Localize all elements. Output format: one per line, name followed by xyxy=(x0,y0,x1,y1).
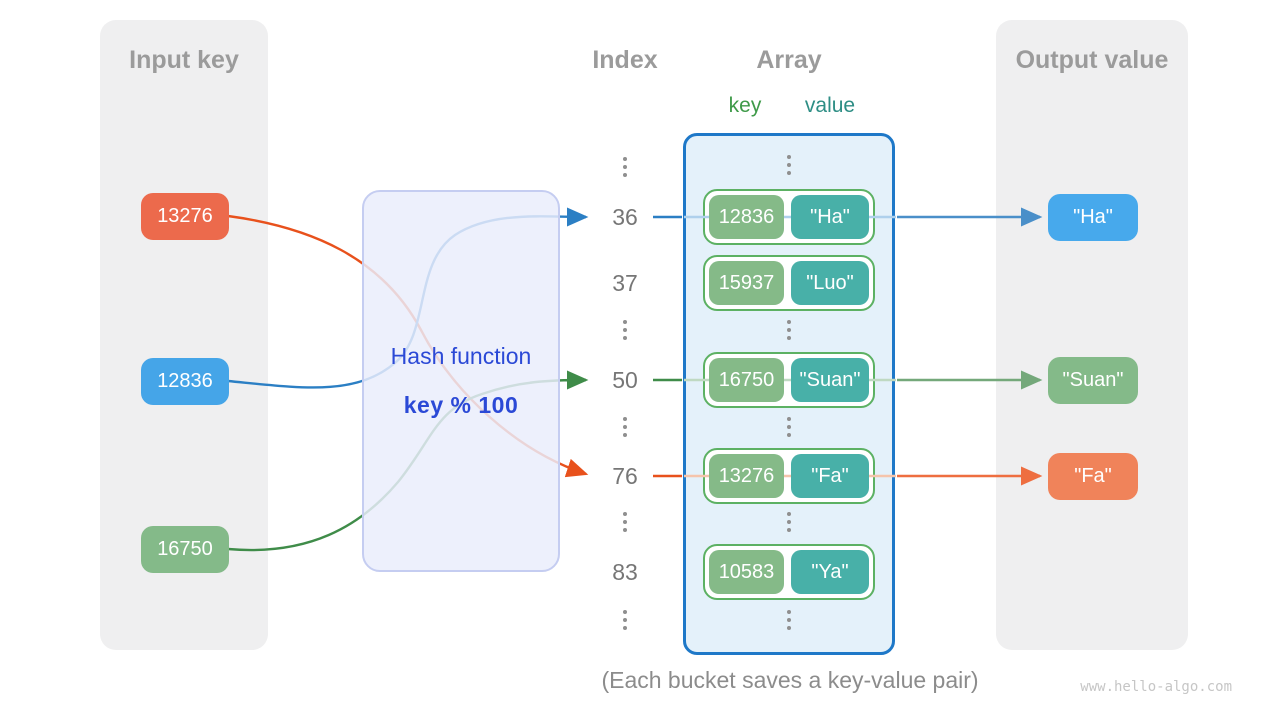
bucket-value: "Suan" xyxy=(791,358,869,402)
input-key-12836: 12836 xyxy=(141,358,229,405)
bucket-key: 13276 xyxy=(709,454,784,498)
bucket-row-83: 10583 "Ya" xyxy=(703,544,875,600)
ellipsis-icon xyxy=(759,610,819,630)
ellipsis-icon xyxy=(595,320,655,340)
output-panel-title: Output value xyxy=(1015,46,1169,74)
input-panel-title: Input key xyxy=(129,46,239,74)
ellipsis-icon xyxy=(595,417,655,437)
ellipsis-icon xyxy=(595,610,655,630)
bucket-value: "Ha" xyxy=(791,195,869,239)
ellipsis-icon xyxy=(595,157,655,177)
bucket-row-36: 12836 "Ha" xyxy=(703,189,875,245)
bucket-row-50: 16750 "Suan" xyxy=(703,352,875,408)
input-key-13276: 13276 xyxy=(141,193,229,240)
ellipsis-icon xyxy=(759,320,819,340)
bucket-value: "Luo" xyxy=(791,261,869,305)
index-37: 37 xyxy=(612,270,638,296)
ellipsis-icon xyxy=(595,512,655,532)
bucket-row-37: 15937 "Luo" xyxy=(703,255,875,311)
bucket-key: 10583 xyxy=(709,550,784,594)
bucket-value: "Ya" xyxy=(791,550,869,594)
output-value-fa: "Fa" xyxy=(1048,453,1138,500)
output-value-suan: "Suan" xyxy=(1048,357,1138,404)
bucket-key: 16750 xyxy=(709,358,784,402)
bucket-key: 15937 xyxy=(709,261,784,305)
ellipsis-icon xyxy=(759,155,819,175)
value-column-label: value xyxy=(804,94,856,117)
bucket-row-76: 13276 "Fa" xyxy=(703,448,875,504)
hash-function-label: Hash function xyxy=(390,343,532,369)
output-value-ha: "Ha" xyxy=(1048,194,1138,241)
bucket-key: 12836 xyxy=(709,195,784,239)
watermark-url: www.hello-algo.com xyxy=(1080,679,1232,695)
array-column-header: Array xyxy=(756,46,822,74)
hash-function-box xyxy=(362,190,560,572)
index-83: 83 xyxy=(612,559,638,585)
diagram-caption: (Each bucket saves a key-value pair) xyxy=(601,667,979,693)
output-value-panel xyxy=(996,20,1188,650)
index-50: 50 xyxy=(612,367,638,393)
index-76: 76 xyxy=(612,463,638,489)
ellipsis-icon xyxy=(759,417,819,437)
index-column-header: Index xyxy=(592,46,658,74)
ellipsis-icon xyxy=(759,512,819,532)
input-key-16750: 16750 xyxy=(141,526,229,573)
bucket-value: "Fa" xyxy=(791,454,869,498)
hash-function-formula: key % 100 xyxy=(403,392,519,418)
index-36: 36 xyxy=(612,204,638,230)
key-column-label: key xyxy=(728,94,762,117)
